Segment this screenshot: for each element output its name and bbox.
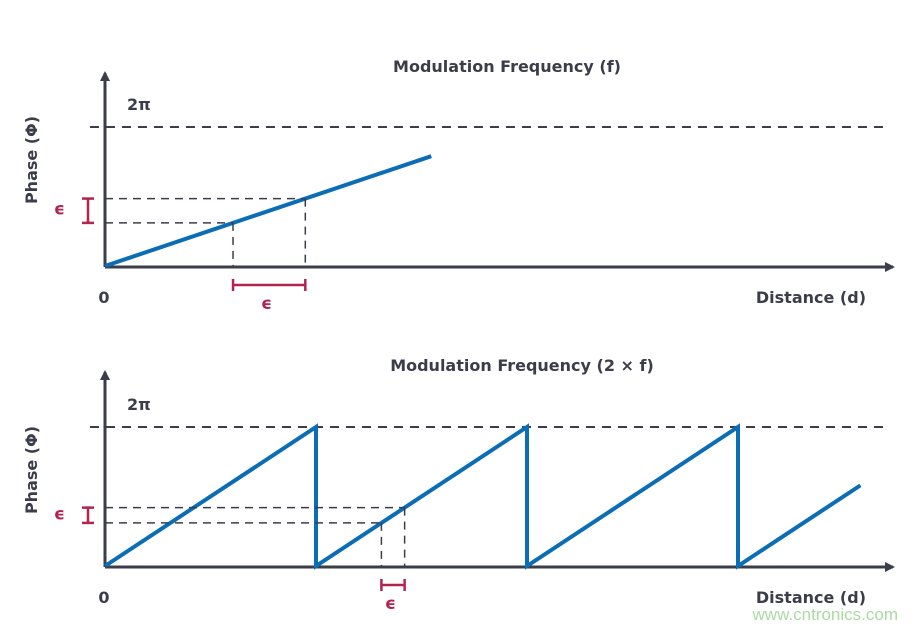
x-axis-label: Distance (d): [756, 288, 866, 307]
x-axis-label: Distance (d): [756, 588, 866, 607]
watermark: www.cntronics.com: [752, 605, 898, 624]
phase-error-label: ϵ: [54, 200, 65, 220]
phase-sawtooth-line: [103, 423, 862, 570]
y-axis-label: Phase (Φ): [22, 426, 41, 514]
chart-top: Modulation Frequency (f) 2π 0 Distance (…: [22, 57, 895, 314]
chart-title: Modulation Frequency (2 × f): [390, 356, 654, 375]
distance-error-label: ϵ: [261, 294, 272, 314]
phase-error-label: ϵ: [54, 504, 65, 524]
chart-title: Modulation Frequency (f): [393, 57, 621, 76]
y-max-label: 2π: [127, 95, 151, 114]
y-max-label: 2π: [127, 395, 151, 414]
distance-error-label: ϵ: [385, 594, 396, 614]
origin-label: 0: [98, 588, 109, 607]
phase-sawtooth-line: [104, 154, 432, 268]
origin-label: 0: [98, 288, 109, 307]
y-axis-label: Phase (Φ): [22, 116, 41, 204]
chart-bottom: Modulation Frequency (2 × f) 2π 0 Distan…: [22, 356, 895, 614]
